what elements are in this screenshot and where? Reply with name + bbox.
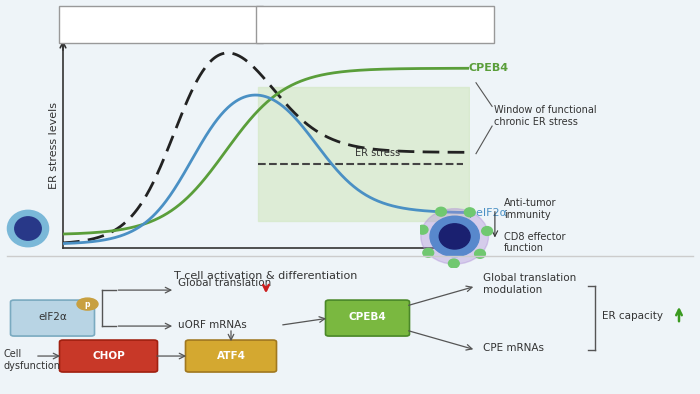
FancyBboxPatch shape (10, 300, 94, 336)
Text: CPEB4-dependent: CPEB4-dependent (328, 28, 421, 38)
Text: T cell activation & differentiation: T cell activation & differentiation (174, 271, 358, 281)
Text: ER stress: ER stress (356, 148, 400, 158)
Text: Anti-tumor
immunity: Anti-tumor immunity (504, 198, 556, 219)
Circle shape (421, 209, 489, 264)
Text: ER capacity: ER capacity (602, 311, 663, 321)
Circle shape (77, 298, 98, 310)
Text: Global translation: Global translation (178, 278, 272, 288)
Circle shape (475, 249, 485, 258)
Text: CPEB4: CPEB4 (349, 312, 386, 322)
Circle shape (440, 224, 470, 249)
Text: chronic ER stress: chronic ER stress (494, 117, 578, 127)
Y-axis label: ER stress levels: ER stress levels (49, 102, 59, 189)
Text: Acute adaptive response:: Acute adaptive response: (94, 14, 228, 24)
Circle shape (423, 248, 434, 257)
Text: Chronic adaptive response:: Chronic adaptive response: (303, 14, 446, 24)
Text: CHOP: CHOP (92, 351, 125, 361)
Circle shape (435, 207, 447, 216)
Circle shape (482, 227, 493, 236)
Circle shape (417, 225, 428, 234)
Circle shape (15, 217, 41, 240)
Text: Global translation
modulation: Global translation modulation (483, 273, 576, 295)
Text: uORF mRNAs: uORF mRNAs (178, 320, 247, 330)
Text: CPE mRNAs: CPE mRNAs (483, 343, 544, 353)
Text: p: p (85, 299, 90, 309)
Text: ATF4: ATF4 (216, 351, 246, 361)
Text: eIF2α: eIF2α (38, 312, 67, 322)
Text: CPEB4: CPEB4 (469, 63, 509, 73)
Circle shape (8, 210, 48, 247)
FancyBboxPatch shape (60, 340, 158, 372)
FancyBboxPatch shape (186, 340, 276, 372)
Text: Cell
dysfunction: Cell dysfunction (4, 349, 60, 371)
Text: eIF2α-dependent: eIF2α-dependent (117, 28, 205, 38)
Circle shape (464, 208, 475, 217)
Text: CD8 effector
function: CD8 effector function (504, 232, 566, 253)
Text: Window of functional: Window of functional (494, 105, 596, 115)
FancyBboxPatch shape (326, 300, 409, 336)
Circle shape (449, 259, 459, 268)
Circle shape (430, 216, 480, 256)
Text: peIF2α: peIF2α (469, 208, 507, 217)
